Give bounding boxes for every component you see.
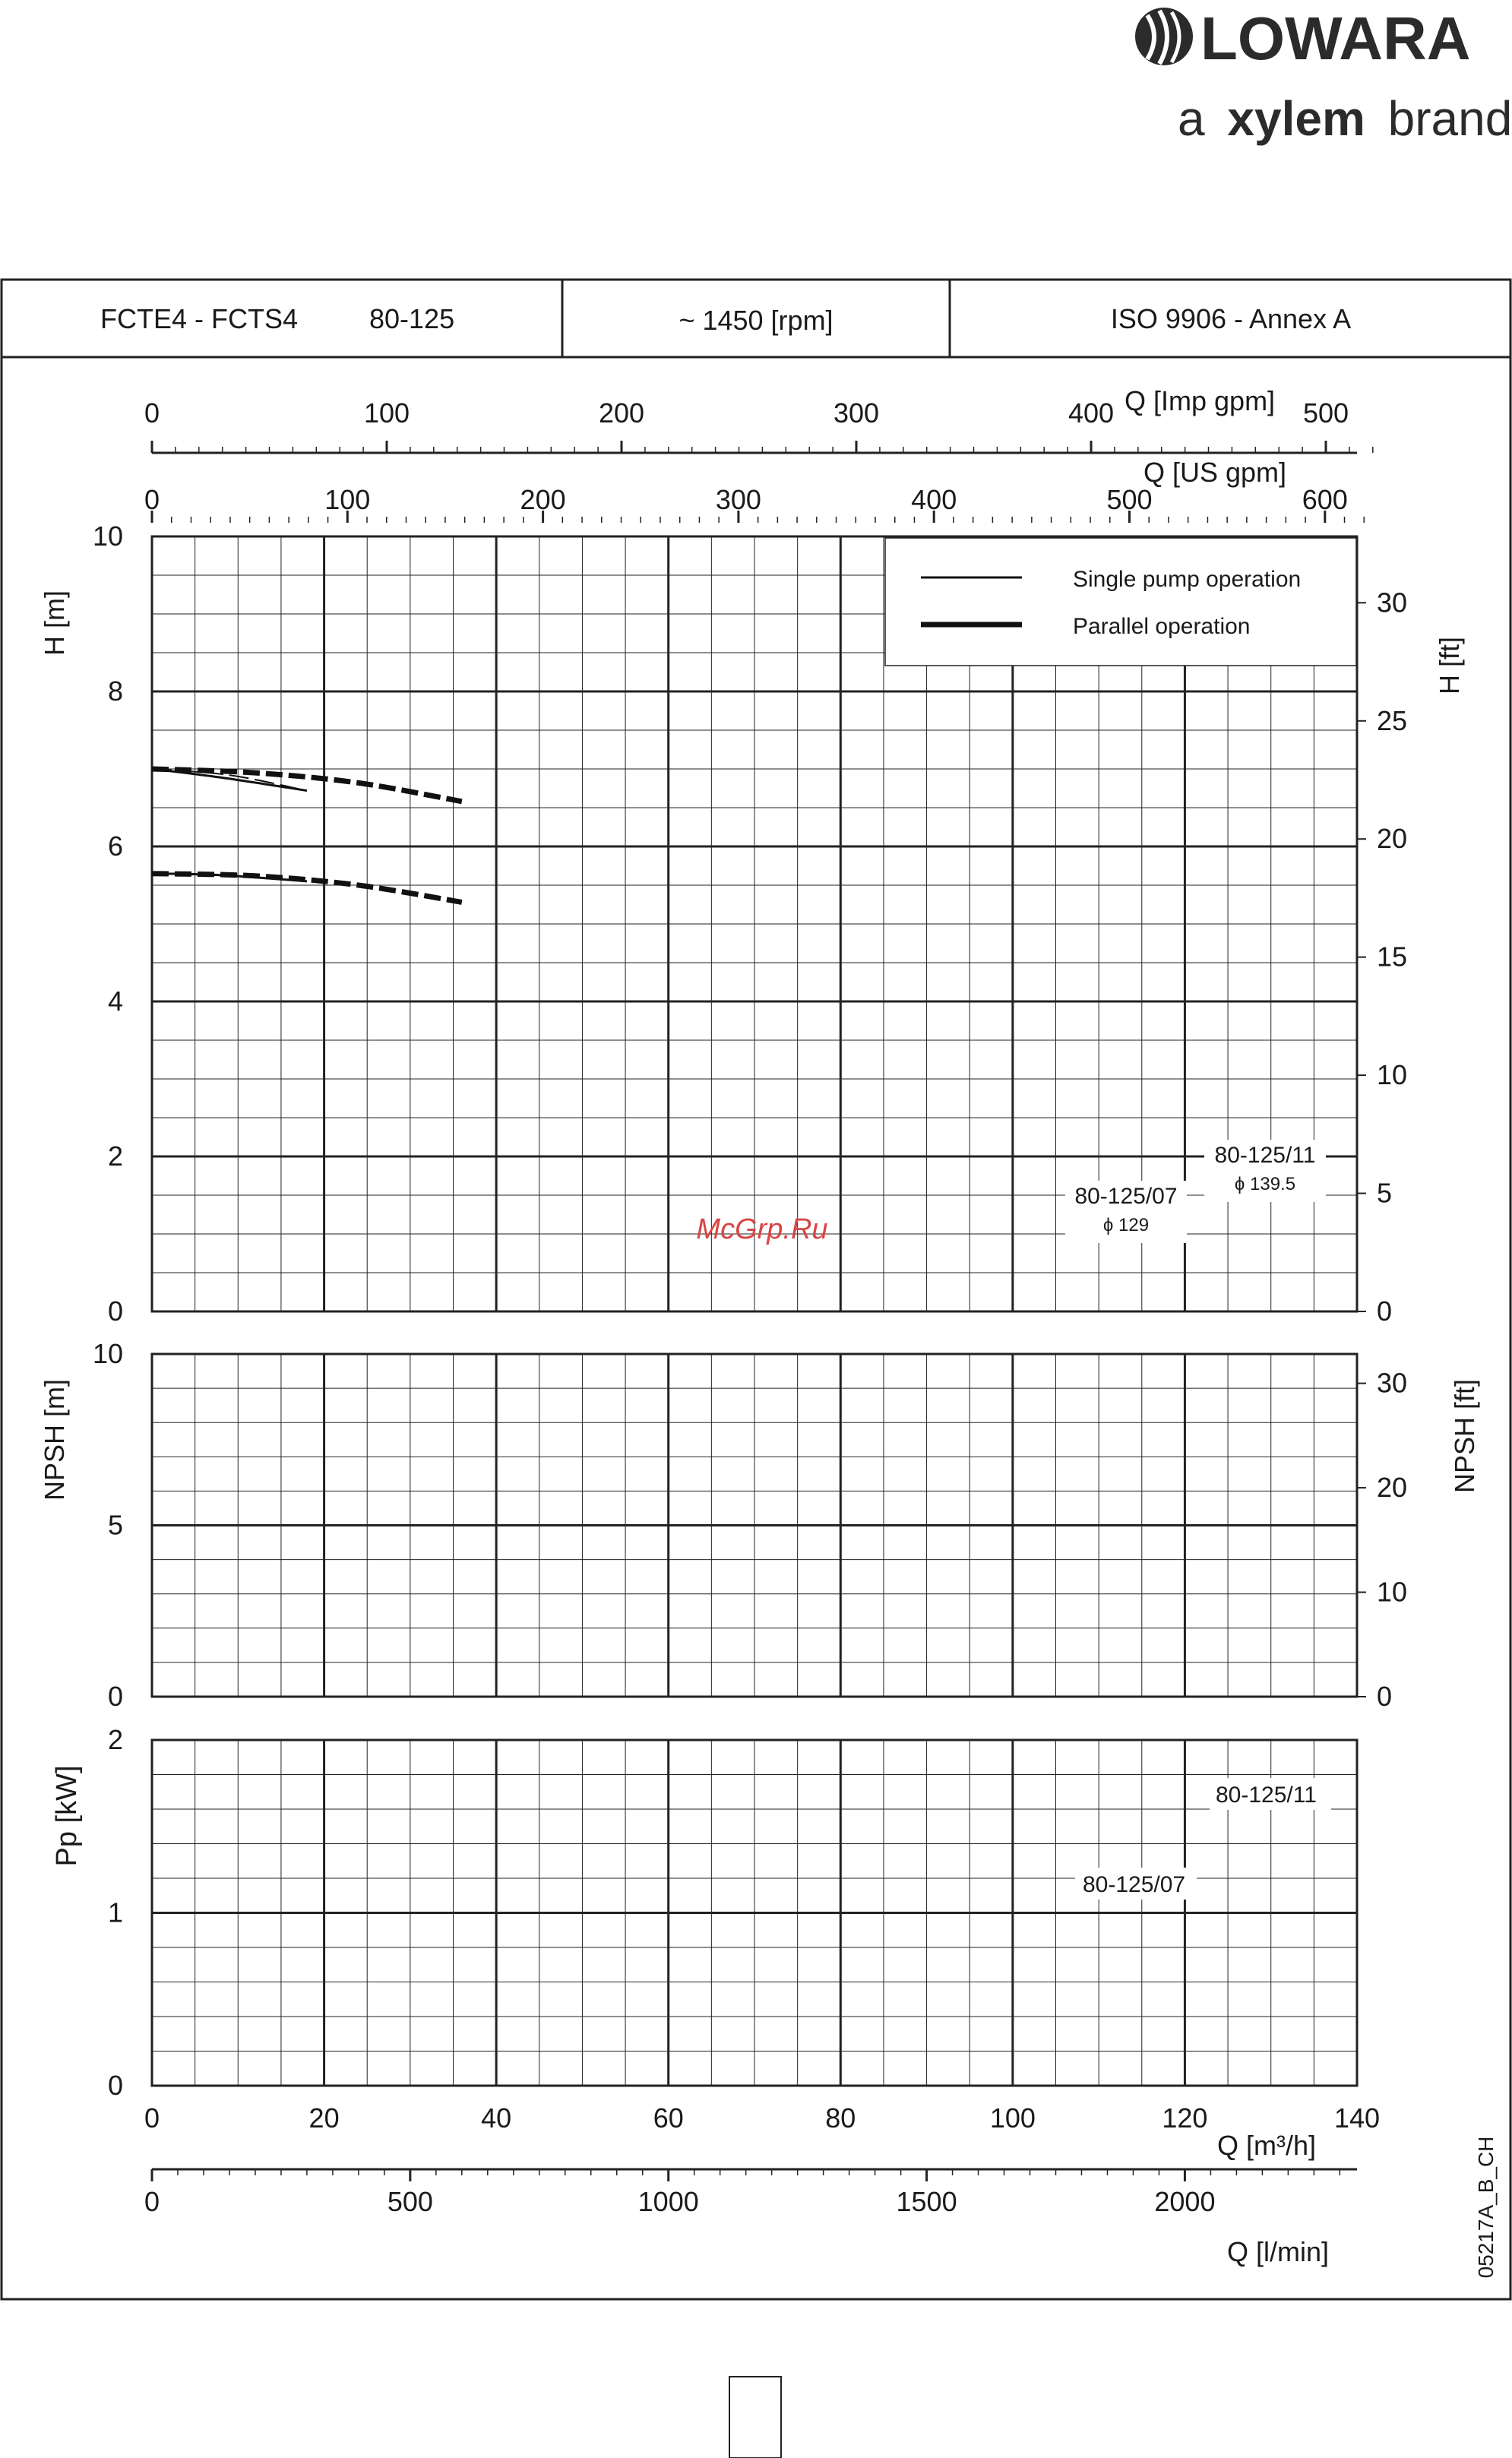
panel-border	[150, 535, 1359, 1313]
us-gpm-tick-label: 500	[1106, 484, 1152, 515]
lmin-tick-label: 500	[387, 2186, 433, 2217]
y-tick-label: 6	[108, 830, 123, 862]
drawing-code: 05217A_B_CH	[1474, 2137, 1498, 2279]
top-flow-axes: 0 100 200 300 400 500 0 100 200 300 400 500 600	[144, 397, 1374, 523]
npsh-panel-grid: 0 5 10 0 10 20 30	[93, 1338, 1407, 1712]
chart-frame	[0, 278, 1512, 2301]
h-m-axis-title: H [m]	[39, 590, 70, 656]
right-tick-label: 10	[1377, 1577, 1407, 1608]
h-ft-axis-title: H [ft]	[1434, 637, 1465, 694]
q-m3h-tick-label: 140	[1334, 2102, 1380, 2134]
head-curve-dashed-extension	[151, 871, 463, 905]
page-number-box	[729, 2376, 782, 2458]
imp-gpm-tick-label: 300	[833, 397, 879, 429]
header-model: FCTE4 - FCTS4	[100, 303, 298, 334]
lowara-emblem-icon	[1135, 8, 1193, 65]
head-curve-single-start	[151, 872, 308, 883]
lmin-tick-label: 1500	[897, 2186, 957, 2217]
lmin-tick-label: 2000	[1154, 2186, 1215, 2217]
us-gpm-tick-label: 600	[1302, 484, 1348, 515]
y-tick-label: 2	[108, 1724, 123, 1755]
power-curve-label-07: 80-125/07	[1083, 1872, 1185, 1897]
us-gpm-axis-title: Q [US gpm]	[1143, 457, 1286, 488]
header-speed: ~ 1450 [rpm]	[679, 305, 833, 336]
right-tick-label: 15	[1377, 941, 1407, 973]
lowara-logo: LOWARA a xylem brand	[1135, 5, 1512, 146]
y-tick-label: 2	[108, 1140, 123, 1172]
lmin-tick-label: 1000	[638, 2186, 699, 2217]
right-tick-label: 20	[1377, 1472, 1407, 1503]
head-curve-label-11: 80-125/11	[1215, 1143, 1316, 1168]
head-curve-diameter-11: ϕ 139.5	[1235, 1174, 1295, 1194]
power-axis-title: Pp [kW]	[51, 1765, 83, 1866]
tagline-suffix: brand	[1388, 91, 1512, 146]
curve-label-bg	[1204, 1140, 1326, 1202]
right-tick-label: 0	[1377, 1295, 1392, 1327]
tagline-brand: xylem	[1227, 91, 1365, 146]
legend-single-label: Single pump operation	[1073, 567, 1301, 592]
right-tick-label: 30	[1377, 1368, 1407, 1399]
curve-label-bg	[1065, 1181, 1187, 1243]
q-m3h-tick-label: 40	[481, 2102, 511, 2134]
q-m3h-tick-label: 80	[825, 2102, 856, 2134]
brand-name: LOWARA	[1200, 5, 1471, 72]
right-tick-label: 25	[1377, 705, 1407, 736]
us-gpm-tick-label: 300	[716, 484, 761, 515]
performance-curves: 80-125/11 ϕ 139.5 80-125/07 ϕ 129 80-125/11 8…	[152, 769, 1331, 1900]
right-tick-label: 0	[1377, 1681, 1392, 1712]
us-gpm-tick-label: 400	[911, 484, 957, 515]
legend: Single pump operation Parallel operation	[884, 537, 1357, 666]
us-gpm-tick-label: 200	[520, 484, 566, 515]
curve-label-bg	[1075, 1868, 1197, 1900]
right-tick-label: 30	[1377, 587, 1407, 618]
y-tick-label: 1	[108, 1897, 123, 1928]
head-curve-diameter-07: ϕ 129	[1103, 1215, 1149, 1235]
q-m3h-tick-label: 100	[990, 2102, 1036, 2134]
panel-border	[150, 1352, 1359, 1698]
imp-gpm-tick-label: 500	[1303, 397, 1349, 429]
panel-border	[150, 1738, 1359, 2087]
curve-label-bg	[1210, 1778, 1331, 1810]
us-gpm-tick-label: 0	[144, 484, 160, 515]
q-m3h-axis-title: Q [m³/h]	[1217, 2130, 1316, 2161]
tagline-prefix: a	[1178, 91, 1205, 146]
y-tick-label: 8	[108, 675, 123, 707]
head-curve-single-start	[151, 767, 308, 792]
right-tick-label: 10	[1377, 1059, 1407, 1090]
npsh-ft-axis-title: NPSH [ft]	[1449, 1379, 1480, 1493]
imp-gpm-tick-label: 100	[364, 397, 410, 429]
y-tick-label: 0	[108, 1681, 123, 1712]
header-standard: ISO 9906 - Annex A	[1111, 303, 1351, 334]
y-tick-label: 10	[93, 1338, 123, 1369]
us-gpm-tick-label: 100	[324, 484, 370, 515]
y-tick-label: 0	[108, 2070, 123, 2101]
imp-gpm-tick-label: 400	[1068, 397, 1114, 429]
head-curve-label-07: 80-125/07	[1074, 1184, 1177, 1209]
imp-gpm-tick-label: 200	[599, 397, 644, 429]
y-tick-label: 0	[108, 1295, 123, 1327]
right-tick-label: 5	[1377, 1178, 1392, 1209]
y-tick-label: 4	[108, 985, 123, 1017]
imp-gpm-tick-label: 0	[144, 397, 160, 429]
power-curve-label-11: 80-125/11	[1216, 1783, 1317, 1808]
q-m3h-tick-label: 120	[1162, 2102, 1207, 2134]
legend-parallel-label: Parallel operation	[1073, 614, 1250, 639]
legend-box	[884, 537, 1357, 666]
y-tick-label: 5	[108, 1510, 123, 1541]
y-tick-label: 10	[93, 520, 123, 552]
q-lmin-axis-title: Q [l/min]	[1227, 2236, 1329, 2267]
brand-tagline: a xylem brand	[1178, 91, 1512, 146]
imp-gpm-axis-title: Q [Imp gpm]	[1125, 385, 1275, 416]
header-size: 80-125	[369, 303, 454, 334]
watermark: McGrp.Ru	[696, 1213, 827, 1245]
q-m3h-tick-label: 0	[144, 2102, 160, 2134]
lmin-tick-label: 0	[144, 2186, 160, 2217]
q-m3h-tick-label: 20	[309, 2102, 340, 2134]
head-curve-dashed-extension	[151, 766, 463, 805]
q-m3h-tick-label: 60	[653, 2102, 684, 2134]
right-tick-label: 20	[1377, 823, 1407, 854]
npsh-m-axis-title: NPSH [m]	[39, 1379, 70, 1501]
